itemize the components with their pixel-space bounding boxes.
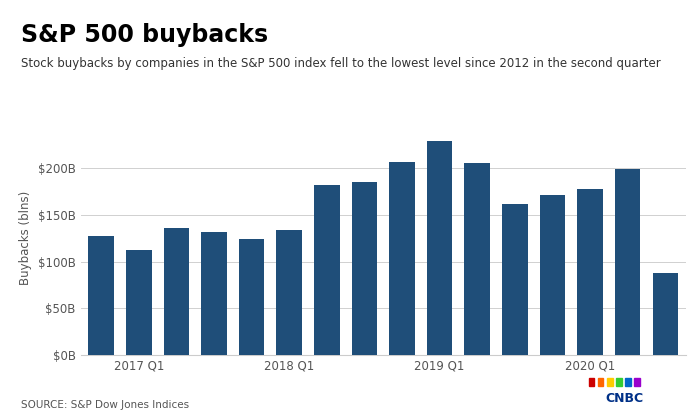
Y-axis label: Buybacks (blns): Buybacks (blns) <box>19 191 32 286</box>
Bar <box>465 163 490 355</box>
Bar <box>88 236 114 355</box>
Bar <box>276 230 302 355</box>
Bar <box>389 162 415 355</box>
Bar <box>201 232 227 355</box>
Text: S&P 500 buybacks: S&P 500 buybacks <box>21 23 268 47</box>
Bar <box>314 185 340 355</box>
Bar <box>502 204 528 355</box>
Bar <box>615 169 640 355</box>
Bar <box>351 182 377 355</box>
Bar <box>164 228 189 355</box>
Text: SOURCE: S&P Dow Jones Indices: SOURCE: S&P Dow Jones Indices <box>21 399 189 409</box>
Bar <box>540 194 566 355</box>
Text: Stock buybacks by companies in the S&P 500 index fell to the lowest level since : Stock buybacks by companies in the S&P 5… <box>21 57 661 70</box>
Bar <box>652 273 678 355</box>
Bar <box>239 239 265 355</box>
Text: CNBC: CNBC <box>606 392 644 405</box>
Bar <box>126 250 152 355</box>
Bar <box>427 142 452 355</box>
Bar <box>578 189 603 355</box>
